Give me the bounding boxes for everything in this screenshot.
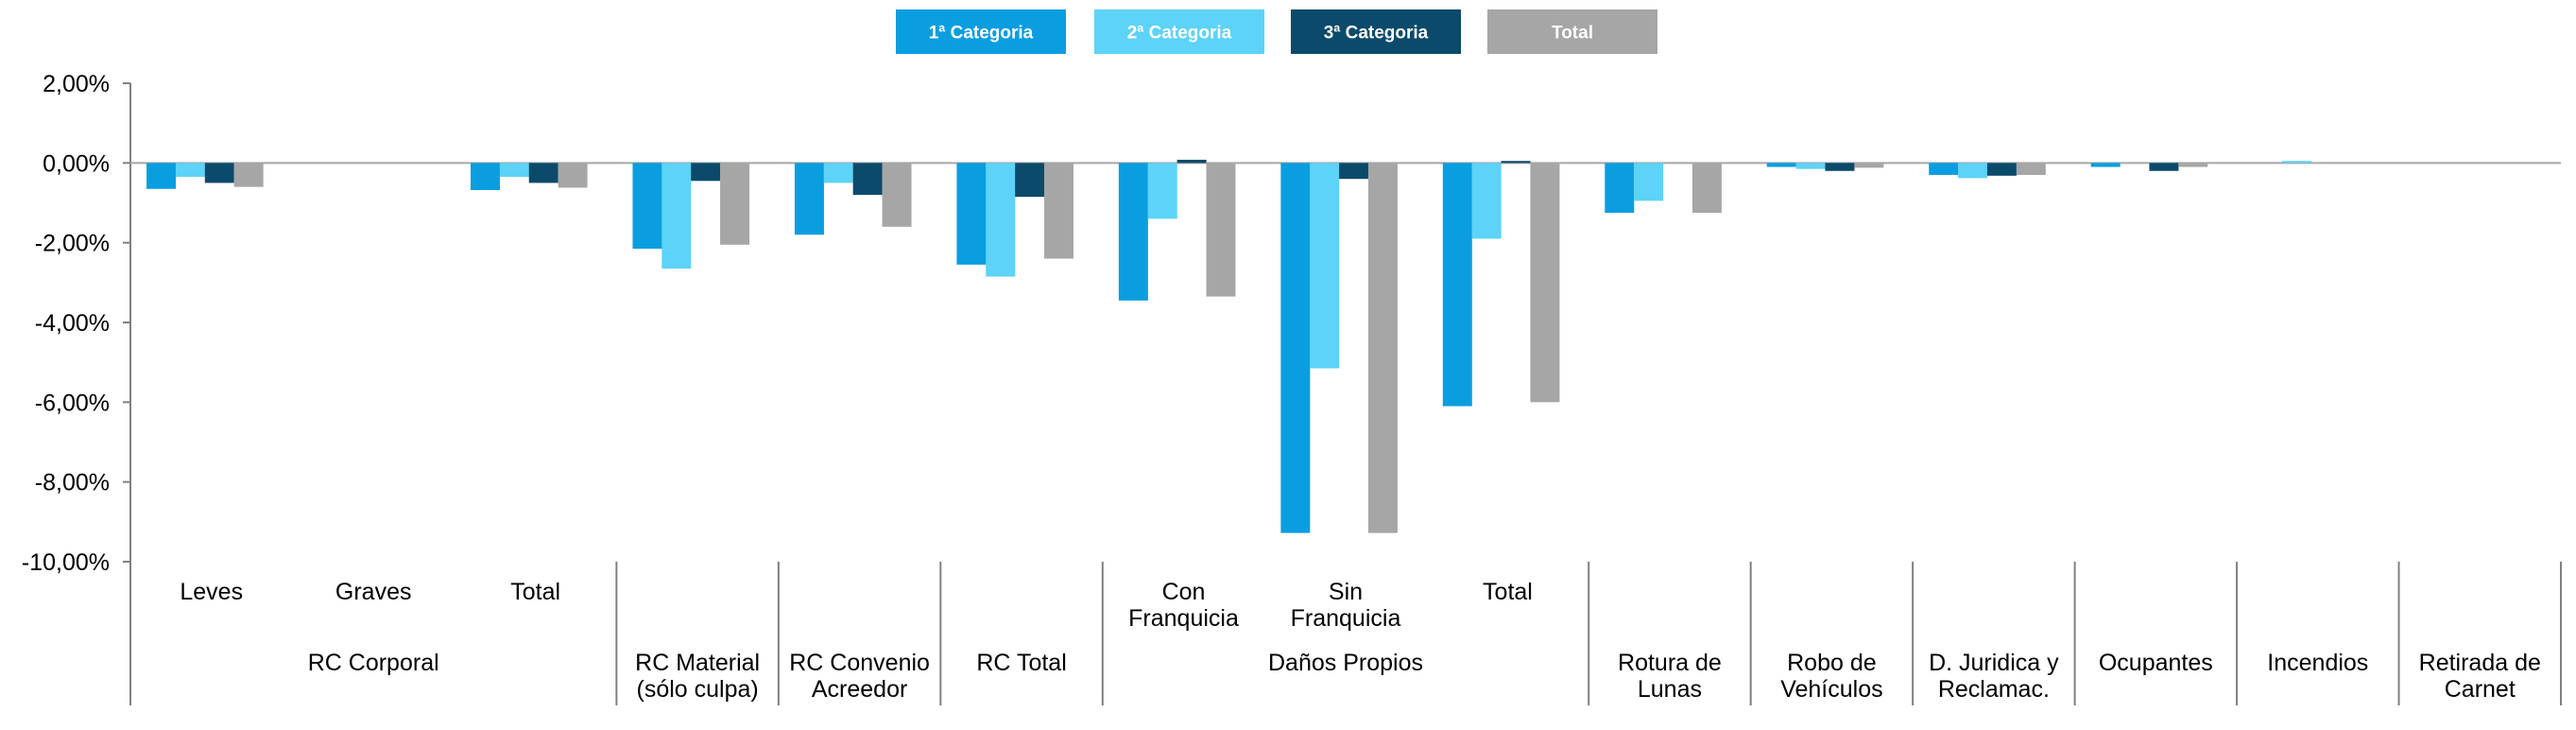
- bar: [691, 163, 721, 182]
- x-tick-label: Acreedor: [812, 676, 907, 703]
- y-tick-label: -2,00%: [35, 231, 110, 257]
- x-tick-label: Leves: [180, 579, 243, 605]
- y-tick-label: -8,00%: [35, 470, 110, 496]
- x-tick-label: Reclamac.: [1938, 676, 2050, 703]
- x-tick-label: Con: [1162, 579, 1206, 605]
- x-tick-label: RC Convenio: [789, 650, 930, 676]
- x-tick-label: Retirada de: [2419, 650, 2541, 676]
- bar: [1471, 163, 1502, 239]
- x-axis: Leves Graves Total RC Material(sólo culpa) R…: [129, 562, 2562, 705]
- bar: [175, 163, 205, 178]
- bar: [233, 163, 264, 187]
- bars: [146, 159, 2312, 533]
- x-tick-label: Rotura de: [1618, 650, 1722, 676]
- legend-label-2: 2ª Categoria: [1127, 24, 1232, 43]
- x-tick-label: Graves: [335, 579, 412, 605]
- x-tick-label: RC Total: [976, 650, 1066, 676]
- bar: [661, 163, 692, 269]
- bar: [204, 163, 234, 183]
- x-tick-label: Franquicia: [1128, 605, 1239, 632]
- bar: [1634, 163, 1664, 201]
- legend-swatch-3: [1291, 9, 1461, 54]
- y-tick-label: -4,00%: [35, 310, 110, 337]
- bar: [1986, 163, 2017, 176]
- bar: [1310, 163, 1340, 369]
- bar: [1442, 163, 1472, 407]
- x-tick-label: Carnet: [2445, 676, 2516, 703]
- bar: [1929, 163, 1959, 175]
- bar: [794, 163, 824, 235]
- group-label: RC Corporal: [308, 650, 439, 676]
- bar: [471, 163, 501, 191]
- bar: [146, 163, 177, 189]
- legend-swatch-1: [896, 9, 1066, 54]
- legend: 1ª Categoria 2ª Categoria 3ª Categoria Tota…: [896, 9, 1657, 54]
- x-tick-label: Ocupantes: [2099, 650, 2213, 676]
- x-tick-label: RC Material: [635, 650, 760, 676]
- bar: [2090, 163, 2121, 167]
- x-tick-label: Sin: [1329, 579, 1363, 605]
- bar: [2016, 163, 2046, 175]
- bar: [558, 163, 588, 188]
- x-tick-label: D. Juridica y: [1929, 650, 2059, 676]
- legend-swatch-4: [1487, 9, 1657, 54]
- bar: [1530, 163, 1560, 403]
- x-tick-label: Total: [1483, 579, 1533, 605]
- bar: [1044, 163, 1074, 259]
- bar: [528, 163, 558, 183]
- legend-label-3: 3ª Categoria: [1324, 24, 1429, 43]
- bar: [823, 163, 853, 183]
- bar: [1605, 163, 1635, 214]
- bar: [1795, 163, 1826, 169]
- bar: [1367, 163, 1398, 533]
- bar: [1206, 163, 1236, 297]
- x-tick-label: Franquicia: [1291, 605, 1401, 632]
- legend-swatch-2: [1094, 9, 1264, 54]
- legend-label-1: 1ª Categoria: [929, 24, 1034, 43]
- bar: [1015, 163, 1045, 198]
- bar: [882, 163, 912, 227]
- x-tick-label: (sólo culpa): [637, 676, 759, 703]
- legend-label-4: Total: [1552, 24, 1593, 43]
- bar: [1280, 163, 1311, 533]
- bar: [632, 163, 662, 249]
- x-tick-label: Lunas: [1638, 676, 1702, 703]
- x-tick-label: Total: [510, 579, 560, 605]
- bar: [1825, 163, 1855, 171]
- y-tick-label: -6,00%: [35, 390, 110, 416]
- bar: [1692, 163, 1722, 214]
- x-tick-label: Incendios: [2267, 650, 2368, 676]
- bar: [2282, 161, 2312, 164]
- bar: [986, 163, 1016, 277]
- bar: [499, 163, 529, 178]
- bar: [1339, 163, 1369, 180]
- bar: [2178, 163, 2208, 167]
- bar: [1854, 163, 1884, 168]
- bar: [956, 163, 987, 265]
- x-tick-label: Robo de: [1787, 650, 1877, 676]
- bar: [1118, 163, 1148, 301]
- bar: [1766, 163, 1796, 167]
- y-tick-label: 2,00%: [43, 71, 110, 97]
- y-tick-label: -10,00%: [22, 549, 110, 576]
- bar: [720, 163, 750, 245]
- bar: [852, 163, 883, 196]
- bar: [2149, 163, 2179, 171]
- x-tick-label: Vehículos: [1780, 676, 1882, 703]
- group-label: Daños Propios: [1268, 650, 1423, 676]
- bar: [1501, 161, 1531, 164]
- bar: [1958, 163, 1988, 179]
- bar: [1176, 159, 1207, 164]
- bar: [1147, 163, 1177, 219]
- y-tick-label: 0,00%: [43, 150, 110, 177]
